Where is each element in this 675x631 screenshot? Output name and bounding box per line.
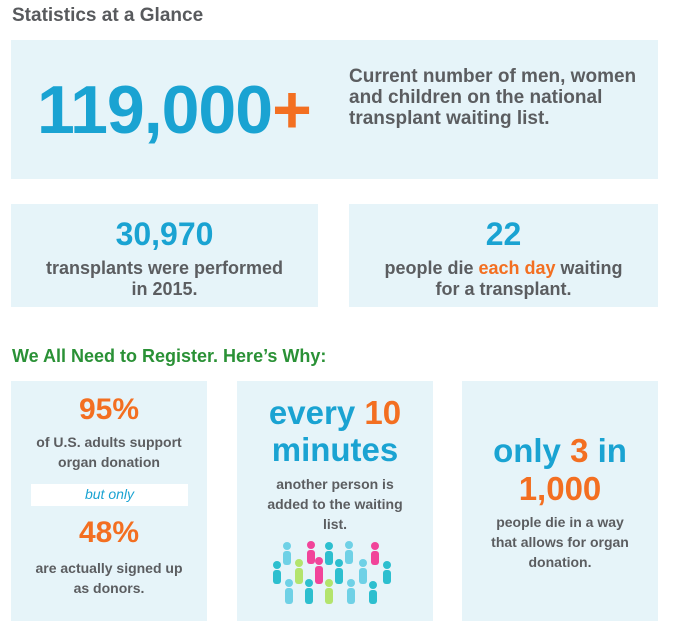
- support-percent: 95%: [78, 393, 140, 426]
- person-icon: [335, 559, 343, 584]
- daily-deaths-after: waiting: [555, 258, 623, 278]
- ratio-denominator: 1,000: [518, 470, 602, 507]
- transplants-line-1: transplants were performed: [45, 258, 284, 278]
- person-icon: [345, 541, 353, 564]
- rate-word-minutes: minutes: [271, 431, 399, 468]
- transplants-number: 30,970: [115, 216, 214, 252]
- donation-eligibility-panel: only 3 in 1,000 people die in a way that…: [462, 381, 658, 621]
- rate-word-every: every: [268, 394, 356, 431]
- daily-deaths-number: 22: [485, 216, 522, 252]
- person-icon: [383, 561, 391, 584]
- waiting-list-rate-panel: every 10 minutes another person is added…: [237, 381, 433, 621]
- person-icon: [369, 581, 377, 604]
- ratio-line-1: only 3 in: [462, 433, 658, 469]
- person-icon: [285, 579, 293, 604]
- page-title: Statistics at a Glance: [12, 5, 204, 26]
- transplants-panel: 30,970 transplants were performed in 201…: [11, 204, 318, 307]
- waiting-list-number: 119,000+: [37, 70, 312, 150]
- support-line-1: of U.S. adults support: [36, 434, 182, 450]
- rate-line-b: added to the waiting: [267, 496, 403, 512]
- signed-up-line-2: as donors.: [73, 580, 145, 596]
- ratio-line-b: that allows for organ: [491, 534, 629, 550]
- rate-line-1: every 10: [237, 395, 433, 431]
- person-icon: [325, 542, 333, 565]
- daily-deaths-line-1: people die each day waiting: [349, 258, 658, 279]
- waiting-list-panel: 119,000+ Current number of men, women an…: [11, 40, 658, 179]
- rate-line-c: list.: [322, 516, 348, 532]
- person-icon: [273, 561, 281, 584]
- support-line-2: organ donation: [58, 454, 160, 470]
- but-only-box: but only: [31, 484, 188, 506]
- ratio-number: 3: [570, 432, 589, 469]
- signed-up-line-1: are actually signed up: [35, 560, 183, 576]
- daily-deaths-line-2: for a transplant.: [435, 279, 572, 299]
- ratio-word-in: in: [597, 432, 627, 469]
- plus-sign: +: [272, 72, 312, 148]
- person-icon: [371, 542, 379, 565]
- daily-deaths-panel: 22 people die each day waiting for a tra…: [349, 204, 658, 307]
- person-icon: [315, 557, 323, 584]
- daily-deaths-highlight: each day: [478, 258, 556, 278]
- public-support-panel: 95% of U.S. adults support organ donatio…: [11, 381, 207, 621]
- person-icon: [307, 541, 315, 564]
- ratio-word-only: only: [493, 432, 561, 469]
- section-heading: We All Need to Register. Here’s Why:: [12, 346, 327, 366]
- person-icon: [359, 559, 367, 584]
- but-only-text: but only: [84, 486, 135, 502]
- rate-number: 10: [364, 394, 402, 431]
- waiting-list-value: 119,000: [37, 72, 273, 148]
- person-icon: [295, 559, 303, 584]
- ratio-line-c: donation.: [528, 554, 592, 570]
- signed-up-percent: 48%: [78, 516, 140, 549]
- daily-deaths-before: people die: [384, 258, 479, 278]
- transplants-line-2: in 2015.: [131, 279, 198, 299]
- person-icon: [347, 579, 355, 604]
- ratio-line-a: people die in a way: [496, 514, 624, 530]
- people-crowd-icon: [273, 541, 391, 604]
- person-icon: [325, 579, 333, 604]
- waiting-list-description: Current number of men, women and childre…: [349, 66, 637, 129]
- person-icon: [305, 579, 313, 604]
- rate-line-a: another person is: [276, 476, 394, 492]
- person-icon: [283, 542, 291, 565]
